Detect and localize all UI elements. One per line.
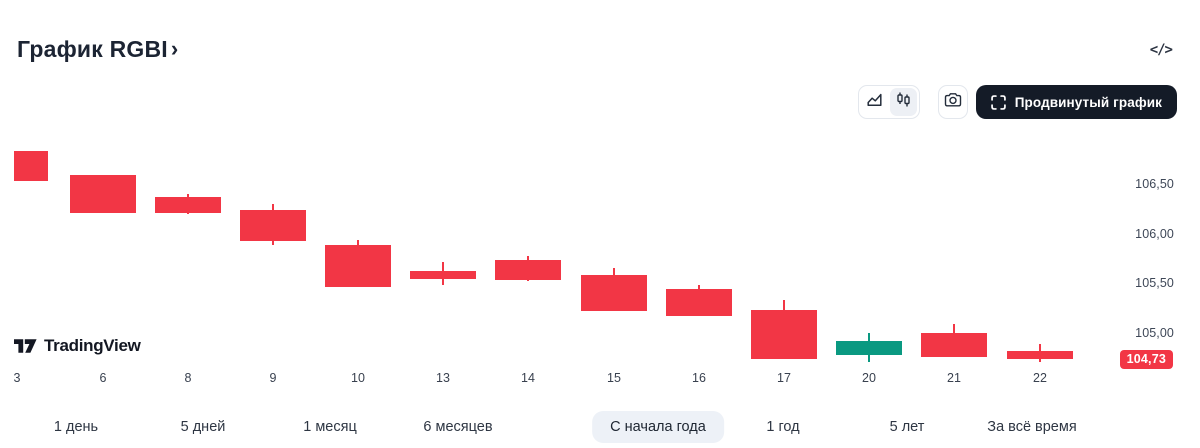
x-axis-label: 21 <box>947 371 961 385</box>
tab-ytd[interactable]: С начала года <box>592 411 724 443</box>
y-axis-label: 106,50 <box>1135 177 1174 191</box>
x-axis-label: 3 <box>13 371 21 385</box>
line-chart-button[interactable] <box>861 88 888 116</box>
chevron-right-icon: › <box>170 35 179 61</box>
y-axis-label: 105,00 <box>1135 325 1174 340</box>
last-price-badge: 104,73 <box>1119 349 1173 369</box>
candle-body-down <box>14 151 48 182</box>
chart-plot[interactable]: 3 6 8 9 10 13 14 15 16 17 20 21 22 106,50 106,00 105,50… <box>0 130 1200 392</box>
x-axis-label: 8 <box>184 371 192 385</box>
candle-body-up <box>836 341 902 356</box>
x-axis-label: 10 <box>351 371 365 385</box>
tab-5d[interactable]: 5 дней <box>180 419 226 435</box>
advanced-chart-label: Продвинутый график <box>1014 94 1162 110</box>
x-axis-label: 22 <box>1033 371 1047 385</box>
range-tabs: 1 день 5 дней 1 месяц 6 месяцев С начала год… <box>0 406 1200 448</box>
tradingview-wordmark: TradingView <box>44 336 141 355</box>
x-axis-label: 14 <box>521 371 535 385</box>
candle-body-down <box>666 288 732 316</box>
candlestick-chart-button[interactable] <box>889 88 917 116</box>
camera-icon <box>944 92 962 113</box>
x-axis-label: 13 <box>436 371 450 385</box>
chart-toolbar: Продвинутый график <box>857 85 1177 119</box>
y-axis-label: 106,00 <box>1135 226 1174 241</box>
tab-5y[interactable]: 5 лет <box>889 419 925 435</box>
x-axis-label: 15 <box>607 371 621 385</box>
tradingview-logo[interactable]: TradingView <box>14 336 141 356</box>
candle-body-down <box>155 196 221 213</box>
candle-body-down <box>240 209 306 242</box>
page-title-text: График RGBI <box>17 36 168 62</box>
tab-6m[interactable]: 6 месяцев <box>423 419 493 435</box>
embed-code-icon[interactable]: </> <box>1149 42 1173 58</box>
advanced-chart-button[interactable]: Продвинутый график <box>975 85 1177 119</box>
candle-body-down <box>325 245 391 287</box>
tab-all[interactable]: За всё время <box>987 419 1077 435</box>
x-axis-label: 16 <box>692 371 706 385</box>
tradingview-mark-icon <box>14 338 37 354</box>
candlestick-icon <box>895 91 912 113</box>
x-axis-label: 17 <box>777 371 791 385</box>
candle-body-down <box>581 275 647 311</box>
x-axis-label: 20 <box>862 371 876 385</box>
candle-body-down <box>1007 351 1073 360</box>
tab-1d[interactable]: 1 день <box>53 419 99 435</box>
fullscreen-corners-icon <box>990 94 1006 110</box>
candle-body-down <box>70 175 136 213</box>
candle-body-down <box>751 309 817 360</box>
candle-body-down <box>495 260 561 281</box>
page-title[interactable]: График RGBI › <box>17 36 178 63</box>
candle-body-down <box>410 271 476 280</box>
line-chart-icon <box>866 91 883 113</box>
y-axis-label: 105,50 <box>1135 276 1174 290</box>
tab-1m[interactable]: 1 месяц <box>303 419 357 435</box>
chart-type-switch <box>857 85 920 119</box>
x-axis-label: 9 <box>269 371 277 385</box>
candle-body-down <box>921 332 987 358</box>
snapshot-button[interactable] <box>937 85 968 119</box>
tab-1y[interactable]: 1 год <box>766 419 800 435</box>
x-axis-label: 6 <box>99 371 107 385</box>
